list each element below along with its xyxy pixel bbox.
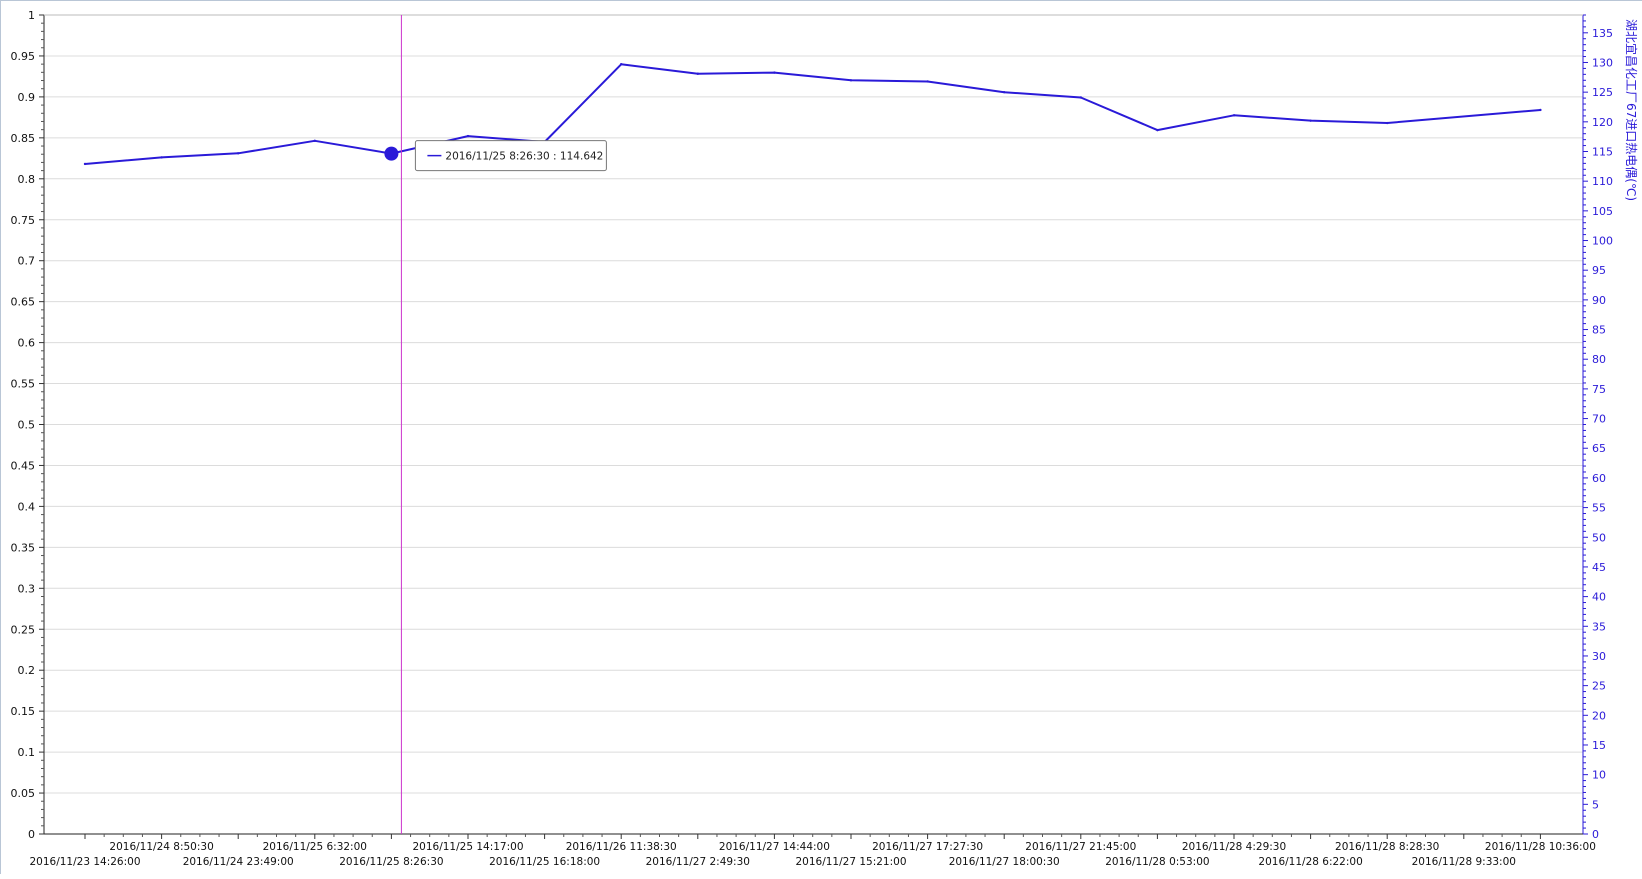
x-tick-label: 2016/11/28 6:22:00: [1258, 856, 1362, 868]
left-tick-label: 0.95: [11, 50, 36, 63]
right-tick-label: 35: [1592, 620, 1606, 633]
data-point: [1539, 108, 1542, 112]
x-tick-label: 2016/11/27 18:00:30: [949, 856, 1060, 868]
right-axis: 0 5 10 15 20 25 30 35 40 45 50 55 60 65 70 75 80 85 90 95 10…: [1583, 14, 1639, 841]
right-axis-title: 湖北宜昌化工厂67进口热电偶(℃): [1624, 19, 1639, 201]
right-tick-label: 130: [1592, 56, 1613, 69]
data-point: [620, 63, 623, 66]
x-tick-label: 2016/11/25 14:17:00: [412, 841, 523, 853]
x-tick-label: 2016/11/25 16:18:00: [489, 856, 600, 868]
x-tick-label: 2016/11/28 0:53:00: [1105, 856, 1209, 868]
data-point: [466, 134, 470, 138]
data-point: [849, 79, 853, 82]
left-tick-label: 0.5: [18, 419, 36, 432]
right-tick-label: 15: [1592, 739, 1606, 752]
left-tick-label: 0.9: [18, 91, 36, 104]
x-tick-label: 2016/11/27 14:44:00: [719, 841, 830, 853]
left-tick-label: 0: [28, 828, 35, 841]
right-tick-label: 80: [1592, 353, 1606, 366]
x-tick-label: 2016/11/28 9:33:00: [1412, 856, 1516, 868]
data-point: [1079, 96, 1083, 99]
left-tick-label: 1: [28, 9, 35, 22]
right-tick-label: 110: [1592, 175, 1613, 188]
right-tick-label: 20: [1592, 709, 1606, 722]
data-point: [237, 152, 240, 155]
left-tick-label: 0.3: [18, 582, 36, 595]
right-tick-label: 0: [1592, 828, 1599, 841]
right-tick-label: 50: [1592, 531, 1606, 544]
left-tick-label: 0.65: [11, 296, 36, 309]
cursor-marker[interactable]: [384, 146, 399, 161]
right-tick-label: 85: [1592, 324, 1606, 337]
series-layer: [83, 63, 1542, 166]
left-tick-label: 0.15: [11, 705, 36, 718]
x-tick-label: 2016/11/27 2:49:30: [646, 856, 750, 868]
x-tick-label: 2016/11/28 10:36:00: [1485, 841, 1596, 853]
data-point: [83, 162, 87, 166]
right-tick-label: 95: [1592, 264, 1606, 277]
x-tick-label: 2016/11/26 11:38:30: [566, 841, 677, 853]
data-point: [696, 72, 699, 75]
tooltip-text: 2016/11/25 8:26:30 : 114.642: [445, 151, 603, 163]
right-tick-label: 45: [1592, 561, 1606, 574]
right-tick-label: 125: [1592, 86, 1613, 99]
x-tick-label: 2016/11/24 8:50:30: [109, 841, 213, 853]
right-tick-label: 25: [1592, 680, 1606, 693]
right-tick-label: 120: [1592, 116, 1613, 129]
left-tick-label: 0.4: [18, 500, 36, 513]
data-point: [160, 156, 163, 159]
cursor-layer[interactable]: 2016/11/25 8:26:30 : 114.642: [384, 15, 607, 834]
data-point: [926, 80, 929, 83]
left-tick-label: 0.1: [18, 746, 36, 759]
x-tick-label: 2016/11/25 8:26:30: [339, 856, 443, 868]
series-line: [84, 63, 1541, 165]
right-tick-label: 90: [1592, 294, 1606, 307]
x-tick-label: 2016/11/27 21:45:00: [1025, 841, 1136, 853]
left-tick-label: 0.25: [11, 623, 36, 636]
right-tick-label: 10: [1592, 769, 1606, 782]
left-tick-label: 0.35: [11, 541, 36, 554]
right-tick-label: 40: [1592, 591, 1606, 604]
x-tick-label: 2016/11/28 8:28:30: [1335, 841, 1439, 853]
right-tick-label: 100: [1592, 235, 1613, 248]
x-tick-label: 2016/11/28 4:29:30: [1182, 841, 1286, 853]
left-tick-label: 0.7: [18, 255, 36, 268]
cursor-tooltip: [414, 140, 607, 172]
left-tick-label: 0.75: [11, 214, 36, 227]
left-tick-label: 0.2: [18, 664, 36, 677]
left-tick-label: 0.45: [11, 459, 36, 472]
data-point: [1232, 114, 1236, 117]
x-tick-label: 2016/11/23 14:26:00: [29, 856, 140, 868]
x-axis: 2016/11/23 14:26:00 2016/11/24 8:50:30 201…: [29, 834, 1596, 868]
right-tick-label: 70: [1592, 413, 1606, 426]
x-tick-label: 2016/11/27 15:21:00: [795, 856, 906, 868]
right-tick-label: 115: [1592, 146, 1613, 159]
x-tick-label: 2016/11/27 17:27:30: [872, 841, 983, 853]
grid-lines: [44, 14, 1583, 835]
right-tick-label: 75: [1592, 383, 1606, 396]
data-point: [313, 139, 316, 143]
data-point: [1003, 90, 1006, 94]
left-axis: 0 0.05 0.1 0.15 0.2 0.25 0.3 0.35 0.4 0.45 0.5 0.55…: [11, 9, 44, 841]
left-tick-label: 0.85: [11, 132, 36, 145]
data-point: [1386, 121, 1389, 125]
right-tick-label: 60: [1592, 472, 1606, 485]
left-tick-label: 0.05: [11, 787, 36, 800]
right-tick-label: 30: [1592, 650, 1606, 663]
right-tick-label: 105: [1592, 205, 1613, 218]
right-tick-label: 135: [1592, 27, 1613, 40]
left-tick-label: 0.55: [11, 378, 36, 391]
data-point: [773, 71, 776, 74]
data-point: [1156, 128, 1159, 132]
right-tick-label: 55: [1592, 502, 1606, 515]
right-tick-label: 65: [1592, 442, 1606, 455]
left-tick-label: 0.6: [18, 337, 36, 350]
x-tick-label: 2016/11/25 6:32:00: [263, 841, 367, 853]
data-point: [1309, 119, 1312, 122]
left-tick-label: 0.8: [18, 173, 36, 186]
right-tick-label: 5: [1592, 798, 1599, 811]
x-tick-label: 2016/11/24 23:49:00: [183, 856, 294, 868]
